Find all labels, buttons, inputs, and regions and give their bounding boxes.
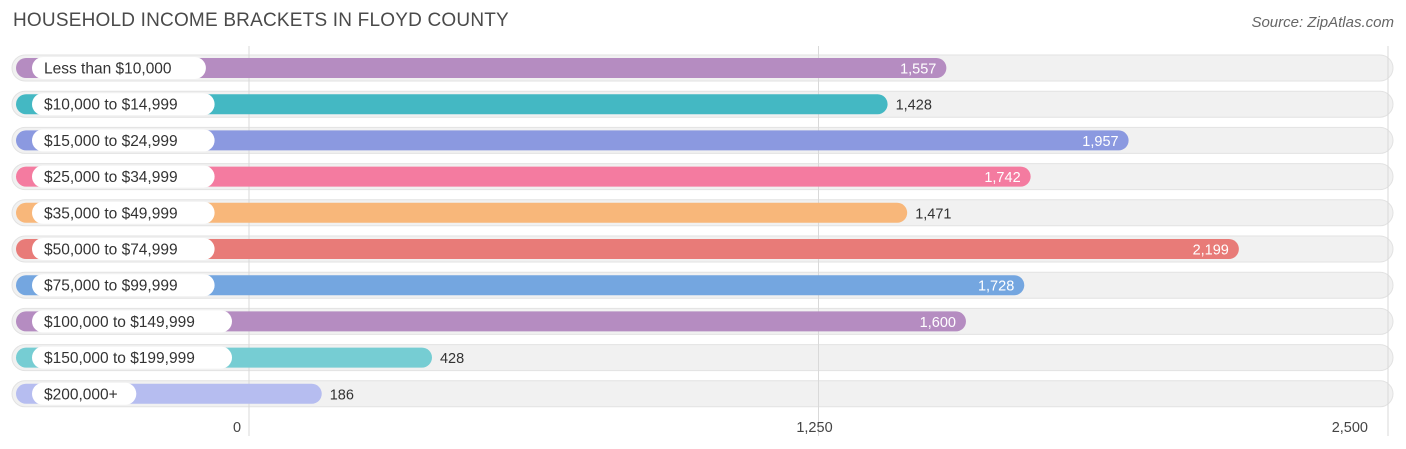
- category-pill: [32, 165, 215, 188]
- category-pill: [32, 274, 215, 297]
- category-label: $25,000 to $34,999: [44, 169, 178, 186]
- bar: [16, 311, 966, 332]
- category-pill: [32, 93, 215, 116]
- value-label: 1,471: [915, 206, 951, 222]
- category-pill: [32, 382, 137, 405]
- x-tick-label: 2,500: [1332, 420, 1368, 436]
- category-pill: [32, 57, 206, 79]
- category-pill: [32, 238, 215, 260]
- row-track: [11, 380, 1394, 408]
- bar: [16, 94, 888, 115]
- value-label: 1,557: [900, 62, 936, 78]
- category-pill: [32, 346, 232, 369]
- value-label: 1,742: [984, 170, 1020, 186]
- bar: [16, 275, 1025, 296]
- value-label: 1,957: [1082, 134, 1118, 150]
- source-label: Source: ZipAtlas.com: [1251, 14, 1394, 31]
- category-label: $100,000 to $149,999: [44, 314, 195, 331]
- bar: [16, 239, 1239, 259]
- category-pill: [32, 310, 232, 333]
- category-label: $200,000+: [44, 386, 118, 403]
- category-label: $75,000 to $99,999: [44, 278, 178, 295]
- category-label: $15,000 to $24,999: [44, 133, 178, 150]
- bar: [16, 202, 908, 223]
- category-label: $50,000 to $74,999: [44, 242, 178, 259]
- category-label: $150,000 to $199,999: [44, 350, 195, 367]
- value-label: 2,199: [1193, 243, 1229, 259]
- bar: [16, 130, 1129, 151]
- category-label: $35,000 to $49,999: [44, 205, 178, 222]
- category-label: $10,000 to $14,999: [44, 97, 178, 114]
- value-label: 428: [440, 351, 464, 367]
- x-tick-label: 0: [233, 420, 241, 436]
- value-label: 186: [330, 387, 354, 403]
- category-label: Less than $10,000: [44, 61, 172, 78]
- value-label: 1,428: [896, 98, 932, 114]
- bar: [16, 166, 1031, 187]
- value-label: 1,600: [920, 315, 956, 331]
- x-tick-label: 1,250: [796, 420, 832, 436]
- bar: [16, 58, 947, 78]
- category-pill: [32, 201, 215, 224]
- chart-title: HOUSEHOLD INCOME BRACKETS IN FLOYD COUNT…: [13, 10, 509, 31]
- category-pill: [32, 129, 215, 152]
- value-label: 1,728: [978, 279, 1014, 295]
